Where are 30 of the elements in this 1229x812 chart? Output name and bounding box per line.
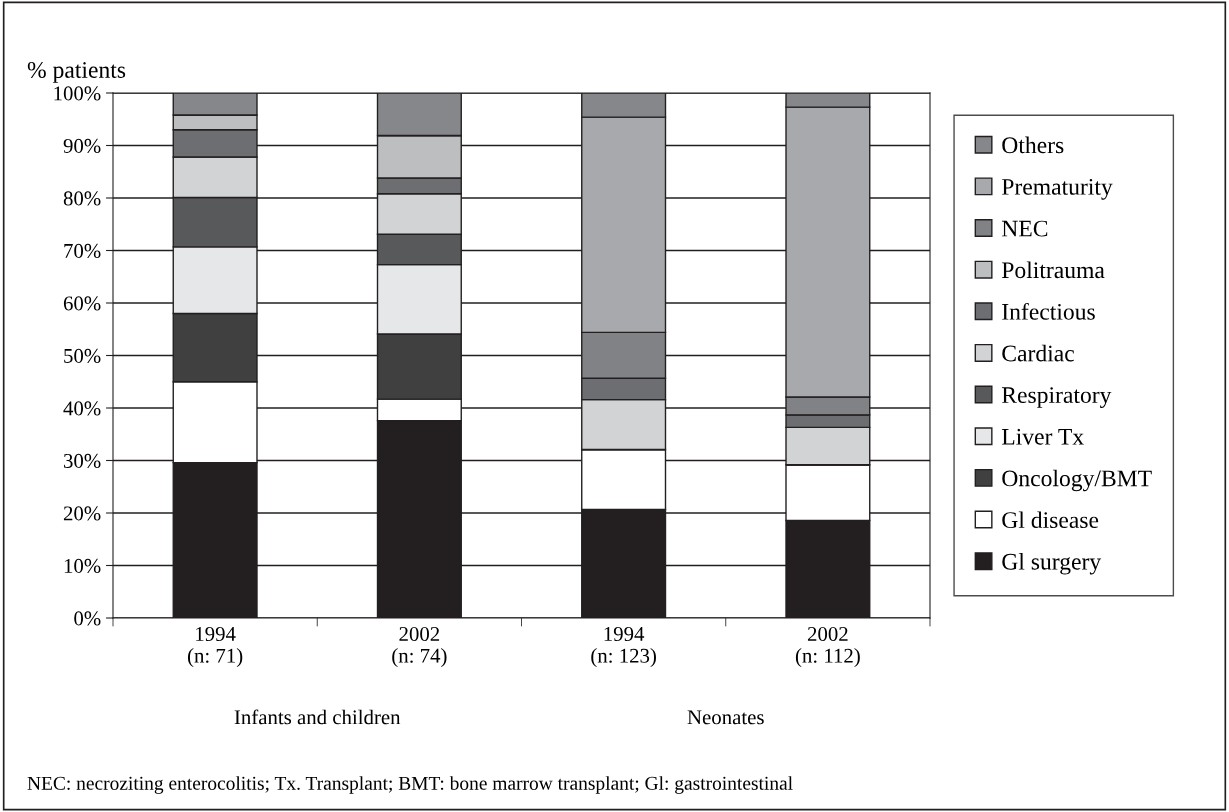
y-tick-label: 20% bbox=[63, 506, 101, 521]
legend-label: Infectious bbox=[1002, 302, 1095, 320]
y-tick-label: 90% bbox=[63, 138, 101, 153]
x-tick-label: 1994 (n: 71) bbox=[187, 626, 243, 668]
x-tick-label: 1994 (n: 123) bbox=[591, 626, 656, 668]
x-tick-label: 2002 (n: 74) bbox=[392, 626, 447, 668]
legend-label: Cardiac bbox=[1002, 344, 1074, 362]
text: Neonates bbox=[687, 710, 764, 725]
y-tick-label: 10% bbox=[64, 558, 101, 573]
y-tick-label: 0% bbox=[74, 611, 101, 626]
legend-label: Others bbox=[1002, 136, 1064, 154]
y-tick-label: 70% bbox=[64, 243, 101, 258]
text: Infants and children bbox=[234, 709, 401, 725]
y-tick-label: 40% bbox=[63, 401, 101, 416]
legend-label: Politrauma bbox=[1001, 261, 1105, 279]
x-tick-label: 2002 (n: 112) bbox=[795, 626, 860, 668]
y-axis-title: % patients bbox=[27, 61, 126, 83]
legend-label: Gl surgery bbox=[1002, 553, 1102, 575]
legend-label: Prematurity bbox=[1001, 178, 1113, 200]
legend-label: NEC bbox=[1001, 220, 1048, 237]
y-tick-label: 80% bbox=[63, 191, 101, 206]
text: NEC: necroziting enterocolitis; Tx. Transplant; BMT: bone marrow transplant; Gl: gastrointestinal bbox=[27, 776, 793, 794]
y-tick-label: 30% bbox=[64, 453, 101, 468]
legend-label: Liver Tx bbox=[1001, 428, 1084, 445]
legend-label: Gl disease bbox=[1002, 511, 1099, 529]
legend-label: Respiratory bbox=[1001, 387, 1112, 408]
y-tick-label: 50% bbox=[64, 348, 101, 363]
y-tick-label: 100% bbox=[54, 86, 101, 101]
y-tick-label: 60% bbox=[63, 296, 101, 311]
legend-label: Oncology/BMT bbox=[1002, 469, 1152, 492]
